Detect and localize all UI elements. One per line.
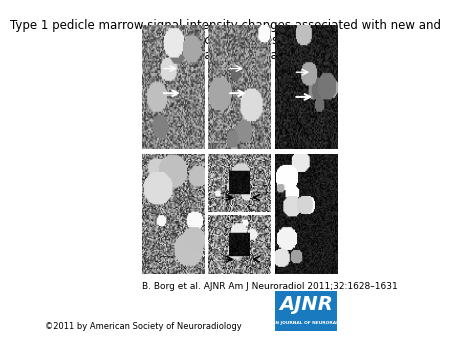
Text: A: A bbox=[142, 138, 149, 147]
Text: D: D bbox=[329, 155, 337, 165]
Text: B: B bbox=[142, 263, 148, 272]
Text: R: R bbox=[142, 27, 149, 36]
Text: ©2011 by American Society of Neuroradiology: ©2011 by American Society of Neuroradiol… bbox=[45, 322, 242, 331]
FancyBboxPatch shape bbox=[274, 291, 337, 331]
Text: AMERICAN JOURNAL OF NEURORADIOLOGY: AMERICAN JOURNAL OF NEURORADIOLOGY bbox=[253, 321, 359, 325]
Text: Type 1 pedicle marrow signal intensity changes associated with new and old pedic: Type 1 pedicle marrow signal intensity c… bbox=[9, 19, 441, 62]
Text: L-5: L-5 bbox=[142, 155, 155, 165]
Text: B. Borg et al. AJNR Am J Neuroradiol 2011;32:1628–1631: B. Borg et al. AJNR Am J Neuroradiol 201… bbox=[142, 282, 398, 291]
Text: AJNR: AJNR bbox=[279, 295, 333, 314]
